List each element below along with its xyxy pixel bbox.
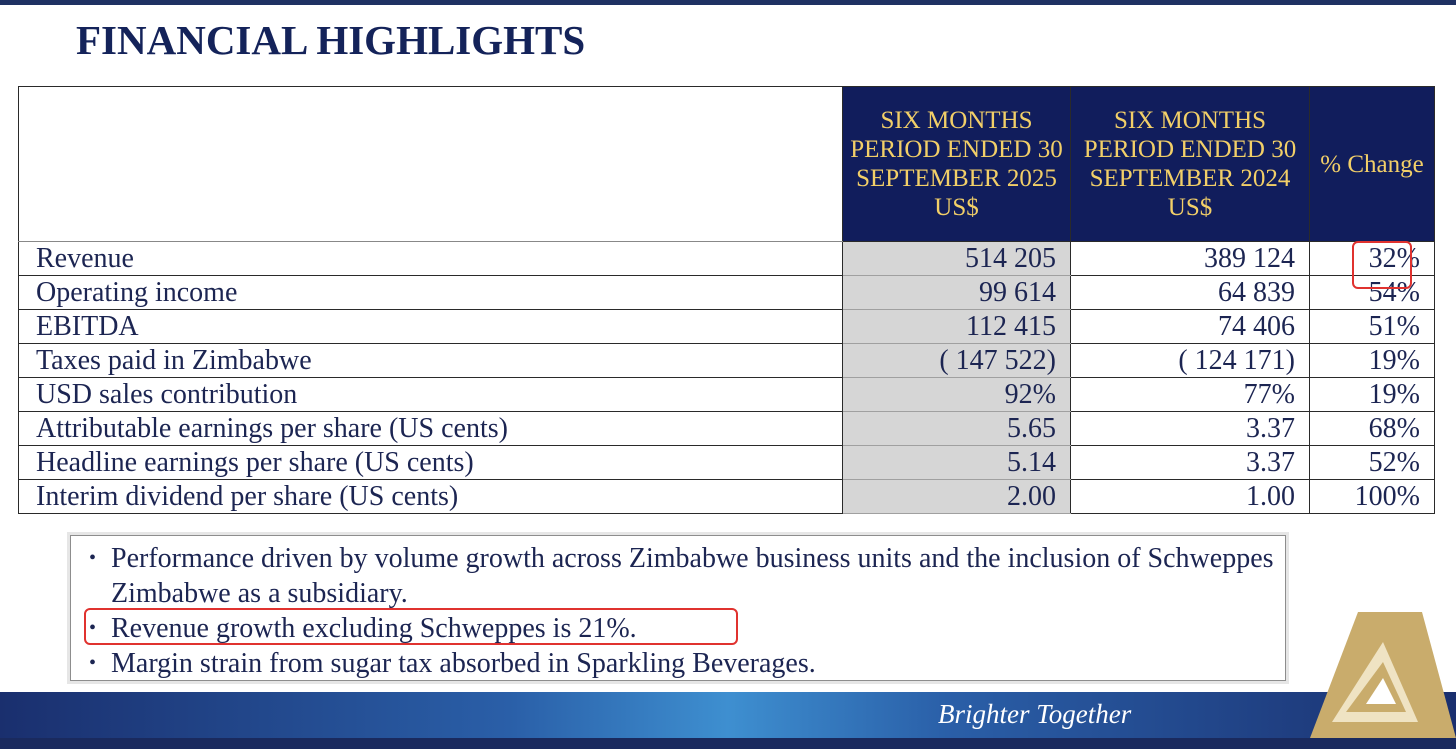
row-label: Interim dividend per share (US cents) — [18, 479, 843, 514]
row-change-value: 19% — [1309, 377, 1435, 412]
row-current-value: 5.14 — [842, 445, 1071, 480]
table-row: USD sales contribution 92% 77% 19% — [18, 377, 1435, 412]
footer-bottom-strip — [0, 738, 1456, 749]
row-prior-value: 3.37 — [1070, 411, 1310, 446]
row-current-value: 2.00 — [842, 479, 1071, 514]
note-text: Margin strain from sugar tax absorbed in… — [111, 648, 816, 679]
row-prior-value: 1.00 — [1070, 479, 1310, 514]
row-label: Taxes paid in Zimbabwe — [18, 343, 843, 378]
row-prior-value: 74 406 — [1070, 309, 1310, 344]
list-item: • Revenue growth excluding Schweppes is 2… — [89, 611, 1285, 646]
row-label: EBITDA — [18, 309, 843, 344]
footer-tagline: Brighter Together — [938, 699, 1132, 729]
row-prior-value: 77% — [1070, 377, 1310, 412]
header-percent-change: % Change — [1309, 86, 1435, 242]
row-change-value: 100% — [1309, 479, 1435, 514]
table-header-row: SIX MONTHS PERIOD ENDED 30 SEPTEMBER 202… — [18, 86, 1435, 242]
table-row: Operating income 99 614 64 839 54% — [18, 275, 1435, 310]
table-row: Attributable earnings per share (US cent… — [18, 411, 1435, 446]
row-label: Attributable earnings per share (US cent… — [18, 411, 843, 446]
revenue-growth-note-highlight — [84, 608, 738, 645]
financial-highlights-table: SIX MONTHS PERIOD ENDED 30 SEPTEMBER 202… — [18, 86, 1435, 514]
row-current-value: 92% — [842, 377, 1071, 412]
row-prior-value: 389 124 — [1070, 241, 1310, 276]
row-change-value: 51% — [1309, 309, 1435, 344]
row-change-value: 32% — [1309, 241, 1435, 276]
bullet-icon: • — [89, 547, 97, 569]
commentary-list: • Performance driven by volume growth acr… — [71, 536, 1285, 681]
table-row: Interim dividend per share (US cents) 2.… — [18, 479, 1435, 514]
header-blank-cell — [18, 86, 843, 242]
row-label: USD sales contribution — [18, 377, 843, 412]
row-label: Headline earnings per share (US cents) — [18, 445, 843, 480]
table-row: Taxes paid in Zimbabwe ( 147 522) ( 124 … — [18, 343, 1435, 378]
header-current-period: SIX MONTHS PERIOD ENDED 30 SEPTEMBER 202… — [842, 86, 1071, 242]
table-row: EBITDA 112 415 74 406 51% — [18, 309, 1435, 344]
row-change-value: 52% — [1309, 445, 1435, 480]
row-current-value: 514 205 — [842, 241, 1071, 276]
table-row: Revenue 514 205 389 124 32% — [18, 241, 1435, 276]
row-change-value: 19% — [1309, 343, 1435, 378]
note-text: Performance driven by volume growth acro… — [111, 543, 1274, 609]
row-prior-value: 3.37 — [1070, 445, 1310, 480]
bullet-icon: • — [89, 617, 97, 639]
revenue-change-highlight — [1352, 241, 1412, 289]
company-logo-icon — [1310, 612, 1456, 738]
row-prior-value: ( 124 171) — [1070, 343, 1310, 378]
row-change-value: 68% — [1309, 411, 1435, 446]
page-title: FINANCIAL HIGHLIGHTS — [76, 17, 586, 63]
note-text: Revenue growth excluding Schweppes is 21… — [111, 613, 637, 644]
row-current-value: 112 415 — [842, 309, 1071, 344]
top-accent-bar — [0, 0, 1456, 5]
row-current-value: 99 614 — [842, 275, 1071, 310]
row-current-value: 5.65 — [842, 411, 1071, 446]
table-row: Headline earnings per share (US cents) 5… — [18, 445, 1435, 480]
row-current-value: ( 147 522) — [842, 343, 1071, 378]
row-label: Operating income — [18, 275, 843, 310]
header-prior-period: SIX MONTHS PERIOD ENDED 30 SEPTEMBER 202… — [1070, 86, 1310, 242]
list-item: • Performance driven by volume growth acr… — [89, 541, 1285, 611]
row-label: Revenue — [18, 241, 843, 276]
list-item: • Margin strain from sugar tax absorbed i… — [89, 646, 1285, 681]
row-prior-value: 64 839 — [1070, 275, 1310, 310]
bullet-icon: • — [89, 652, 97, 674]
